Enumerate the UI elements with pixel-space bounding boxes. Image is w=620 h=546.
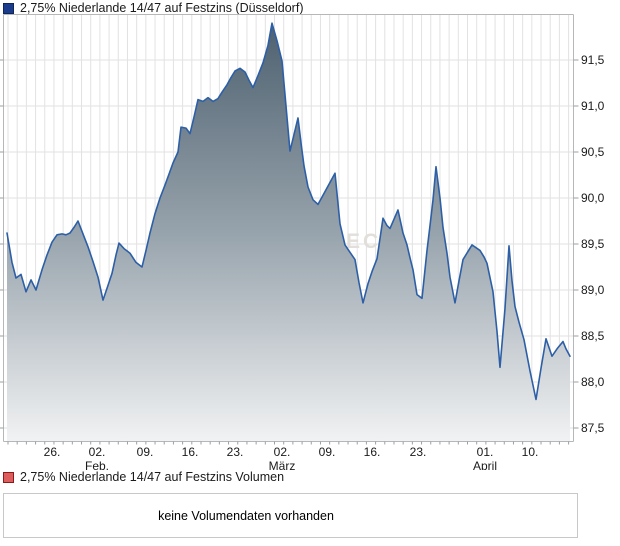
svg-text:89,0: 89,0 — [581, 283, 605, 297]
svg-text:02.: 02. — [89, 445, 106, 459]
watermark-text: EC — [346, 230, 381, 253]
svg-text:90,0: 90,0 — [581, 191, 605, 205]
svg-text:09.: 09. — [319, 445, 336, 459]
volume-series-swatch-icon — [3, 472, 14, 483]
volume-empty-message: keine Volumendaten vorhanden — [158, 508, 334, 523]
volume-series-label: 2,75% Niederlande 14/47 auf Festzins Vol… — [20, 470, 285, 484]
svg-text:Feb.: Feb. — [85, 459, 109, 470]
svg-text:91,0: 91,0 — [581, 99, 605, 113]
svg-text:23.: 23. — [410, 445, 427, 459]
price-series-legend: 2,75% Niederlande 14/47 auf Festzins (Dü… — [3, 2, 303, 15]
svg-text:01.: 01. — [477, 445, 494, 459]
price-chart-plot: EC 87,5 88,0 88,5 89,0 89,5 90,0 90,5 91,0 91,5 26… — [0, 14, 605, 470]
volume-empty-panel: keine Volumendaten vorhanden — [3, 493, 578, 538]
svg-text:88,5: 88,5 — [581, 329, 605, 343]
svg-text:09.: 09. — [137, 445, 154, 459]
svg-text:März: März — [269, 459, 296, 470]
svg-text:10.: 10. — [522, 445, 539, 459]
svg-text:April: April — [473, 459, 497, 470]
svg-text:90,5: 90,5 — [581, 145, 605, 159]
price-series-label: 2,75% Niederlande 14/47 auf Festzins (Dü… — [20, 1, 304, 15]
price-series-swatch-icon — [3, 3, 14, 14]
svg-text:91,5: 91,5 — [581, 53, 605, 67]
svg-text:02.: 02. — [274, 445, 291, 459]
svg-text:26.: 26. — [44, 445, 61, 459]
svg-text:23.: 23. — [227, 445, 244, 459]
svg-text:16.: 16. — [364, 445, 381, 459]
svg-text:87,5: 87,5 — [581, 421, 605, 435]
svg-text:89,5: 89,5 — [581, 237, 605, 251]
svg-text:88,0: 88,0 — [581, 375, 605, 389]
svg-text:16.: 16. — [182, 445, 199, 459]
volume-series-legend: 2,75% Niederlande 14/47 auf Festzins Vol… — [3, 471, 284, 484]
